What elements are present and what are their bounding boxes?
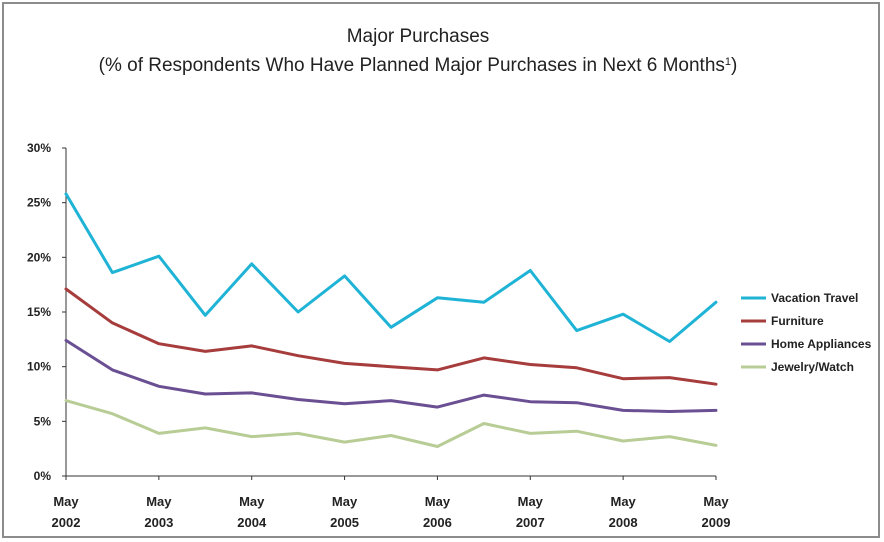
series-line-2 [64,338,718,413]
chart-title: Major Purchases [346,26,490,47]
legend-label: Jewelry/Watch [771,360,854,374]
legend-label: Home Appliances [771,337,872,351]
x-tick-label-month: May [146,494,172,509]
x-tick-label-year: 2009 [702,515,731,530]
y-tick-label: 0% [34,469,52,483]
x-tick-label-month: May [518,494,544,509]
x-tick-label-month: May [239,494,265,509]
y-tick-label: 10% [27,360,51,374]
chart-subtitle-close: ) [731,55,738,76]
chart-subtitle-footnote: 1 [724,56,732,68]
x-tick-label-month: May [703,494,729,509]
y-tick-label: 30% [27,141,51,155]
x-tick-label-year: 2008 [609,515,638,530]
x-tick-label-year: 2002 [52,515,81,530]
y-tick-label: 20% [27,250,51,264]
chart-subtitle: (% of Respondents Who Have Planned Major… [0,51,836,77]
y-tick-label: 25% [27,196,51,210]
x-tick-label-year: 2005 [330,515,359,530]
y-tick-label: 15% [27,305,51,319]
x-tick-label-year: 2006 [423,515,452,530]
x-tick-label-year: 2003 [144,515,173,530]
chart-subtitle-text: (% of Respondents Who Have Planned Major… [98,55,725,76]
x-tick-label-month: May [332,494,358,509]
x-tick-label-month: May [425,494,451,509]
series-line-1 [64,287,718,386]
x-tick-label-month: May [610,494,636,509]
y-tick-label: 5% [34,414,52,428]
x-tick-label-year: 2007 [516,515,545,530]
legend-label: Vacation Travel [771,291,858,305]
series-line-0 [64,192,718,343]
x-tick-label-month: May [53,494,79,509]
x-tick-label-year: 2004 [237,515,267,530]
series-line-3 [64,399,718,448]
legend-label: Furniture [771,314,824,328]
